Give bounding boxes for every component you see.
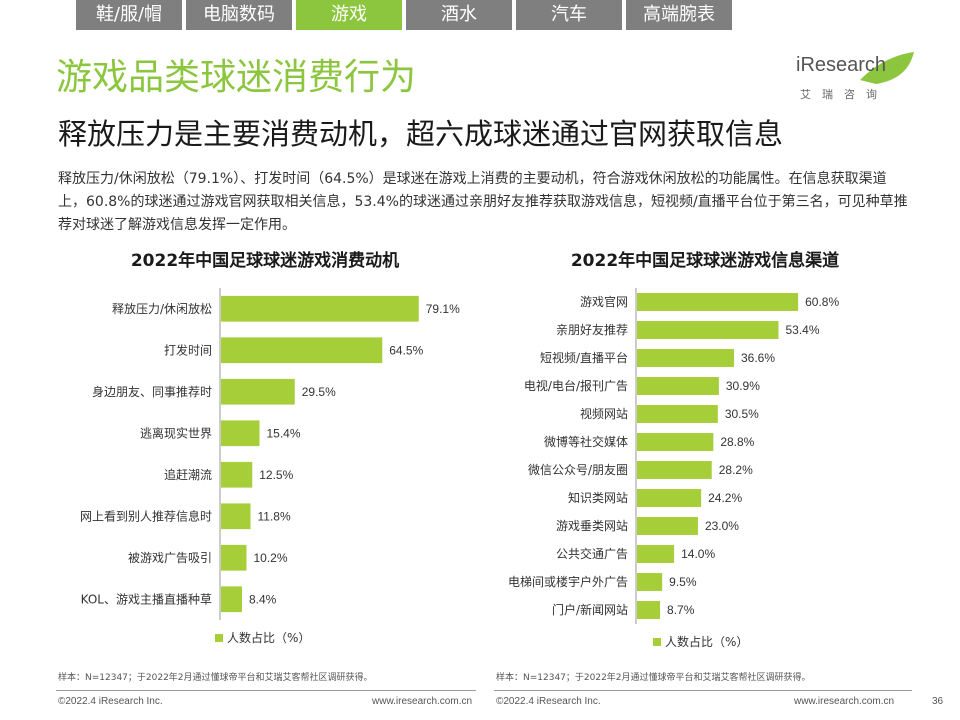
tab-liquor[interactable]: 酒水 — [406, 0, 512, 30]
legend-label: 人数占比（%） — [227, 630, 310, 645]
page-subtitle: 释放压力是主要消费动机，超六成球迷通过官网获取信息 — [58, 117, 784, 151]
bar-1-5 — [637, 433, 714, 451]
category-label: 电梯间或楼宇户外广告 — [508, 574, 628, 589]
bar-1-6 — [637, 461, 712, 479]
bar-0-6 — [221, 544, 247, 571]
bar-1-7 — [637, 489, 702, 507]
category-tabs: 鞋/服/帽 电脑数码 游戏 酒水 汽车 高端腕表 — [76, 0, 736, 30]
category-label: 亲朋好友推荐 — [556, 323, 628, 337]
category-label: KOL、游戏主播直播种草 — [81, 592, 212, 606]
category-label: 追赶潮流 — [164, 467, 212, 482]
data-label: 11.8% — [258, 509, 291, 523]
footer-website-left[interactable]: www.iresearch.com.cn — [372, 696, 473, 707]
channels-bar-chart: 游戏官网 60.8% 亲朋好友推荐 53.4% 短视频/直播平台 36.6% 电视/电台/报… — [508, 288, 839, 649]
data-label: 8.7% — [667, 603, 695, 617]
category-label: 身边朋友、同事推荐时 — [92, 384, 212, 399]
data-label: 15.4% — [267, 426, 301, 440]
data-label: 12.5% — [259, 468, 293, 482]
footer-website-right[interactable]: www.iresearch.com.cn — [794, 696, 895, 707]
category-label: 微信公众号/朋友圈 — [528, 463, 628, 477]
footer-divider-right — [494, 690, 912, 691]
bar-0-3 — [221, 420, 260, 447]
page-number: 36 — [932, 696, 944, 707]
legend-label: 人数占比（%） — [665, 634, 748, 649]
category-label: 微博等社交媒体 — [544, 434, 628, 449]
data-label: 53.4% — [786, 323, 820, 337]
bar-1-1 — [637, 321, 779, 339]
tab-digital[interactable]: 电脑数码 — [186, 0, 292, 30]
motivation-bar-chart: 释放压力/休闲放松 79.1% 打发时间 64.5% 身边朋友、同事推荐时 29.5% 逃离… — [80, 288, 460, 645]
tab-auto[interactable]: 汽车 — [516, 0, 622, 30]
tab-watches[interactable]: 高端腕表 — [626, 0, 732, 30]
data-label: 9.5% — [669, 575, 697, 589]
footer-copyright-left: ©2022.4 iResearch Inc. — [58, 696, 163, 707]
data-label: 24.2% — [708, 491, 742, 505]
description-text: 释放压力/休闲放松（79.1%）、打发时间（64.5%）是球迷在游戏上消费的主要… — [58, 171, 908, 233]
category-label: 释放压力/休闲放松 — [112, 301, 212, 316]
data-label: 36.6% — [741, 351, 775, 365]
bar-1-2 — [637, 349, 734, 367]
bar-1-11 — [637, 601, 661, 619]
data-label: 60.8% — [805, 295, 839, 309]
data-label: 64.5% — [389, 343, 423, 357]
category-label: 打发时间 — [164, 342, 212, 357]
bar-0-7 — [221, 586, 242, 613]
chart-title-channels: 2022年中国足球球迷游戏信息渠道 — [570, 251, 840, 271]
logo-leaf-icon — [860, 52, 914, 84]
legend-swatch — [215, 634, 223, 642]
legend-swatch — [653, 638, 661, 646]
page-title: 游戏品类球迷消费行为 — [56, 57, 417, 98]
logo-cn-text: 艾瑞咨询 — [800, 88, 888, 101]
category-label: 知识类网站 — [568, 491, 628, 505]
category-label: 电视/电台/报刊广告 — [524, 378, 628, 393]
data-label: 23.0% — [705, 519, 739, 533]
iresearch-logo: iResearch 艾瑞咨询 — [790, 50, 918, 110]
category-label: 门户/新闻网站 — [552, 602, 628, 617]
data-label: 28.2% — [719, 463, 753, 477]
data-label: 79.1% — [426, 302, 460, 316]
chart-title-motivation: 2022年中国足球球迷游戏消费动机 — [130, 251, 400, 271]
category-label: 网上看到别人推荐信息时 — [80, 508, 212, 523]
bar-1-9 — [637, 545, 675, 563]
bar-0-4 — [221, 461, 253, 488]
data-label: 30.5% — [725, 407, 759, 421]
bar-1-3 — [637, 377, 719, 395]
bar-0-5 — [221, 503, 251, 530]
bar-1-4 — [637, 405, 718, 423]
bar-1-10 — [637, 573, 663, 591]
bar-0-1 — [221, 337, 383, 364]
category-label: 游戏官网 — [580, 294, 628, 309]
data-label: 29.5% — [302, 385, 336, 399]
source-note-right: 样本：N=12347；于2022年2月通过懂球帝平台和艾瑞艾客帮社区调研获得。 — [496, 673, 811, 683]
tab-games[interactable]: 游戏 — [296, 0, 402, 30]
bar-1-8 — [637, 517, 698, 535]
data-label: 28.8% — [720, 435, 754, 449]
bar-0-0 — [221, 295, 419, 322]
category-label: 视频网站 — [580, 406, 628, 421]
category-label: 游戏垂类网站 — [556, 519, 628, 533]
data-label: 14.0% — [681, 547, 715, 561]
tab-shoes-apparel[interactable]: 鞋/服/帽 — [76, 0, 182, 30]
bar-0-2 — [221, 378, 295, 405]
category-label: 被游戏广告吸引 — [128, 551, 212, 565]
category-label: 短视频/直播平台 — [540, 350, 628, 365]
data-label: 10.2% — [254, 551, 288, 565]
bar-1-0 — [637, 293, 799, 311]
data-label: 30.9% — [726, 379, 760, 393]
source-note-left: 样本：N=12347；于2022年2月通过懂球帝平台和艾瑞艾客帮社区调研获得。 — [58, 673, 373, 683]
data-label: 8.4% — [249, 592, 277, 606]
footer-divider-left — [56, 690, 476, 691]
logo-text: iResearch — [796, 54, 887, 76]
category-label: 公共交通广告 — [556, 546, 628, 561]
footer-copyright-right: ©2022.4 iResearch Inc. — [496, 696, 601, 707]
category-label: 逃离现实世界 — [140, 425, 212, 440]
